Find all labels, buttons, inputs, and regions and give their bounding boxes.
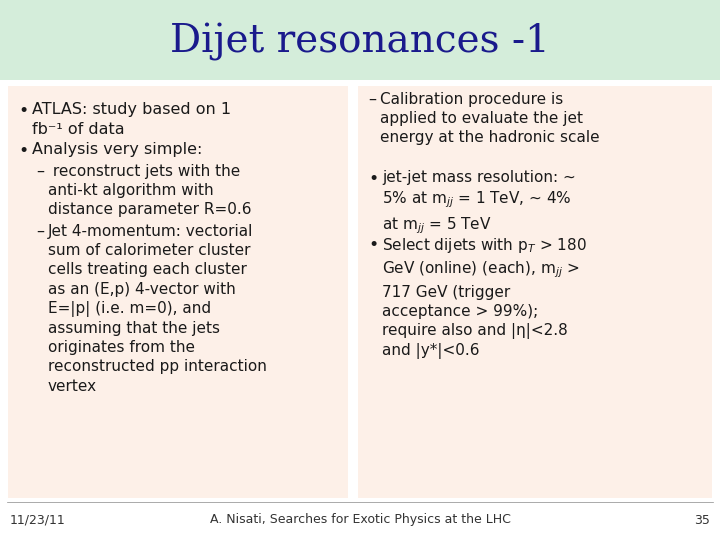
Text: •: • bbox=[368, 170, 378, 188]
Text: Jet 4-momentum: vectorial
sum of calorimeter cluster
cells treating each cluster: Jet 4-momentum: vectorial sum of calorim… bbox=[48, 224, 267, 394]
FancyBboxPatch shape bbox=[358, 86, 712, 498]
Text: ATLAS: study based on 1
fb⁻¹ of data: ATLAS: study based on 1 fb⁻¹ of data bbox=[32, 102, 231, 137]
Text: 11/23/11: 11/23/11 bbox=[10, 514, 66, 526]
Text: reconstruct jets with the
anti-kt algorithm with
distance parameter R=0.6: reconstruct jets with the anti-kt algori… bbox=[48, 164, 251, 218]
FancyBboxPatch shape bbox=[0, 0, 720, 80]
Text: •: • bbox=[18, 142, 28, 160]
Text: Calibration procedure is
applied to evaluate the jet
energy at the hadronic scal: Calibration procedure is applied to eval… bbox=[380, 92, 600, 145]
Text: –: – bbox=[368, 92, 376, 107]
Text: 35: 35 bbox=[694, 514, 710, 526]
FancyBboxPatch shape bbox=[8, 86, 348, 498]
Text: jet-jet mass resolution: ~
5% at m$_{jj}$ = 1 TeV, ~ 4%
at m$_{jj}$ = 5 TeV: jet-jet mass resolution: ~ 5% at m$_{jj}… bbox=[382, 170, 576, 236]
Text: A. Nisati, Searches for Exotic Physics at the LHC: A. Nisati, Searches for Exotic Physics a… bbox=[210, 514, 510, 526]
Text: –: – bbox=[36, 164, 44, 179]
Text: –: – bbox=[36, 224, 44, 239]
Text: Select dijets with p$_T$ > 180
GeV (online) (each), m$_{jj}$ >
717 GeV (trigger
: Select dijets with p$_T$ > 180 GeV (onli… bbox=[382, 236, 587, 359]
Text: •: • bbox=[368, 236, 378, 254]
Text: Analysis very simple:: Analysis very simple: bbox=[32, 142, 202, 157]
Text: Dijet resonances -1: Dijet resonances -1 bbox=[170, 23, 550, 61]
Text: •: • bbox=[18, 102, 28, 120]
